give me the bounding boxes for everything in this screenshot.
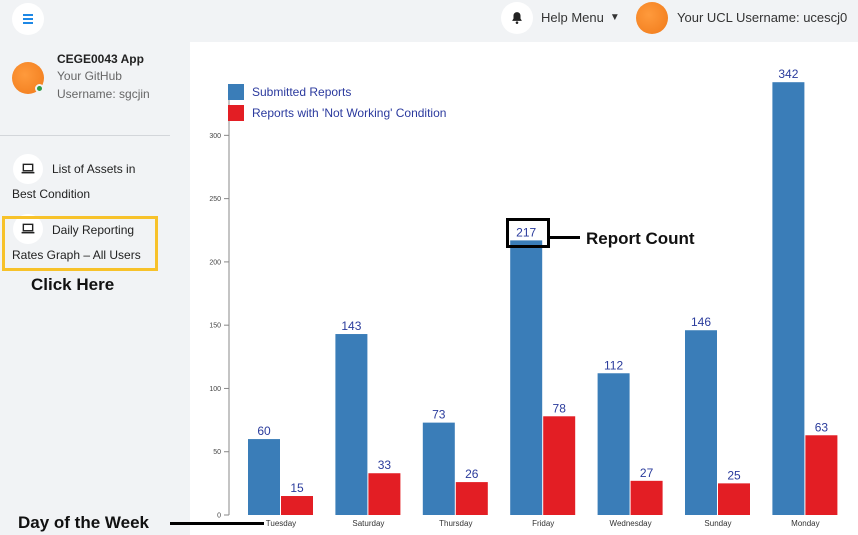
- bar: [281, 496, 313, 515]
- help-menu-dropdown[interactable]: Help Menu ▼: [541, 10, 620, 25]
- highlight-box: [2, 216, 158, 271]
- report-count-annotation: Report Count: [586, 229, 695, 248]
- chevron-down-icon: ▼: [609, 12, 620, 23]
- sidebar: CEGE0043 App Your GitHub Username: sgcji…: [0, 42, 190, 535]
- legend-label: Reports with 'Not Working' Condition: [252, 106, 446, 120]
- bar: [718, 483, 750, 515]
- bar-value-label: 78: [553, 401, 567, 415]
- bar-value-label: 112: [604, 358, 623, 372]
- report-count-highlight: [506, 218, 550, 248]
- legend-label: Submitted Reports: [252, 85, 351, 99]
- x-category-label: Sunday: [704, 519, 731, 528]
- x-category-label: Friday: [532, 519, 554, 528]
- bar-value-label: 15: [290, 481, 304, 495]
- username-label: Your UCL Username: ucescj0: [677, 10, 848, 25]
- laptop-icon: [13, 154, 43, 184]
- legend-swatch: [228, 84, 244, 100]
- user-avatar[interactable]: [636, 2, 668, 34]
- bar-value-label: 217: [516, 225, 536, 239]
- sidebar-item-daily-reporting-rates[interactable]: Daily Reporting Rates Graph – All Users: [0, 214, 170, 269]
- bar: [685, 330, 717, 515]
- sidebar-item-label-cont: Best Condition: [12, 187, 91, 201]
- bar-value-label: 63: [815, 420, 829, 434]
- x-category-label: Monday: [791, 519, 819, 528]
- bar-value-label: 73: [432, 408, 446, 422]
- y-tick-label: 100: [209, 386, 221, 393]
- bell-icon: [512, 12, 522, 24]
- y-tick-label: 250: [209, 196, 221, 203]
- click-here-annotation: Click Here: [31, 275, 115, 294]
- bar-value-label: 25: [727, 468, 741, 482]
- bar-value-label: 27: [640, 466, 654, 480]
- bar: [368, 473, 401, 515]
- sidebar-divider: [0, 135, 170, 136]
- bar: [630, 480, 663, 515]
- hamburger-icon: [23, 13, 33, 25]
- x-category-label: Tuesday: [266, 519, 296, 528]
- bar: [335, 334, 368, 515]
- hamburger-menu-button[interactable]: [12, 3, 44, 35]
- bar-value-label: 143: [341, 319, 361, 333]
- sidebar-item-label: Daily Reporting: [52, 223, 135, 237]
- online-status-dot: [35, 84, 44, 93]
- bar: [422, 422, 455, 515]
- day-of-week-pointer: [170, 522, 264, 525]
- report-count-pointer: [550, 236, 580, 239]
- github-username-label: Your GitHub: [57, 69, 122, 83]
- laptop-icon: [13, 214, 43, 244]
- bar-value-label: 33: [378, 458, 392, 472]
- bar-value-label: 342: [778, 67, 798, 81]
- y-tick-label: 150: [209, 323, 221, 330]
- bar-value-label: 60: [257, 424, 271, 438]
- x-category-label: Saturday: [352, 519, 384, 528]
- bar: [805, 435, 838, 515]
- bar: [455, 482, 488, 515]
- bar-value-label: 26: [465, 467, 479, 481]
- app-name: CEGE0043 App: [57, 52, 144, 66]
- y-tick-label: 50: [213, 449, 221, 456]
- x-category-label: Wednesday: [610, 519, 652, 528]
- top-bar: Help Menu ▼ Your UCL Username: ucescj0: [0, 0, 858, 42]
- x-category-label: Thursday: [439, 519, 472, 528]
- sidebar-item-assets-best-condition[interactable]: List of Assets in Best Condition: [0, 152, 170, 207]
- github-username-value: Username: sgcjin: [57, 87, 150, 101]
- legend-swatch: [228, 105, 244, 121]
- bar-value-label: 146: [691, 315, 711, 329]
- y-tick-label: 0: [217, 513, 221, 520]
- y-tick-label: 200: [209, 259, 221, 266]
- sidebar-item-label-cont: Rates Graph – All Users: [12, 248, 141, 262]
- bar-chart: 0 50 100 150 200 250 300 Submitted Reports Repor…: [209, 67, 838, 528]
- sidebar-item-label: List of Assets in: [52, 162, 136, 176]
- bar: [597, 373, 630, 515]
- bar: [543, 416, 576, 515]
- bar: [772, 82, 805, 515]
- notification-button[interactable]: [501, 2, 533, 34]
- day-of-week-annotation: Day of the Week: [18, 513, 150, 532]
- help-menu-label: Help Menu: [541, 10, 604, 25]
- bar: [510, 240, 543, 515]
- y-tick-label: 300: [209, 133, 221, 140]
- bar: [248, 439, 280, 515]
